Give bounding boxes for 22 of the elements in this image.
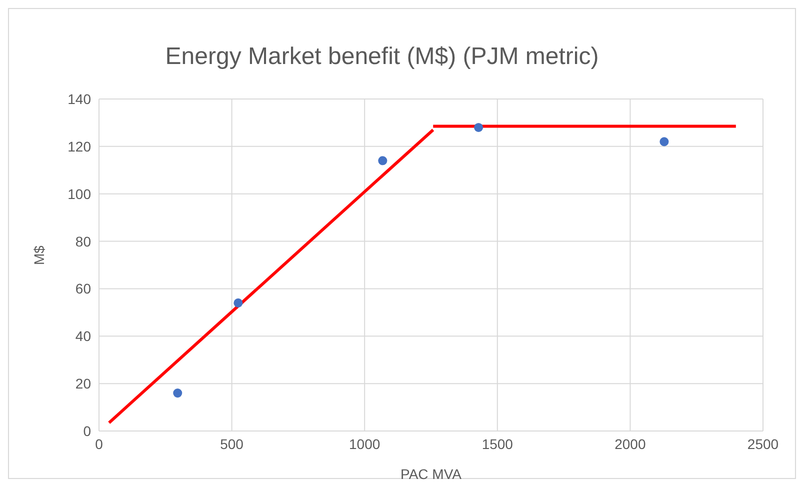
- x-axis-title: PAC MVA: [400, 466, 462, 482]
- point: [474, 122, 484, 132]
- y-tick-label: 60: [75, 280, 92, 297]
- y-tick-label: 140: [68, 90, 92, 107]
- point: [660, 137, 669, 146]
- y-axis-title: M$: [30, 245, 47, 265]
- point: [378, 156, 388, 166]
- x-tick-label: 2500: [747, 436, 779, 452]
- x-tick-label: 1000: [349, 436, 380, 452]
- y-tick-label: 80: [75, 233, 92, 250]
- x-tick-label: 2000: [614, 436, 646, 452]
- y-tick-label: 100: [68, 186, 92, 202]
- y-tick-label: 20: [75, 376, 92, 392]
- chart-title: Energy Market benefit (M$) (PJM metric): [164, 42, 600, 72]
- y-tick-label: 40: [75, 328, 92, 344]
- x-tick-label: 1500: [482, 436, 514, 452]
- y-tick-label: 0: [83, 422, 92, 439]
- point: [234, 298, 243, 308]
- y-tick-label: 120: [68, 138, 92, 154]
- x-tick-label: 500: [220, 436, 244, 452]
- point: [173, 388, 182, 398]
- x-tick-label: 0: [95, 436, 104, 452]
